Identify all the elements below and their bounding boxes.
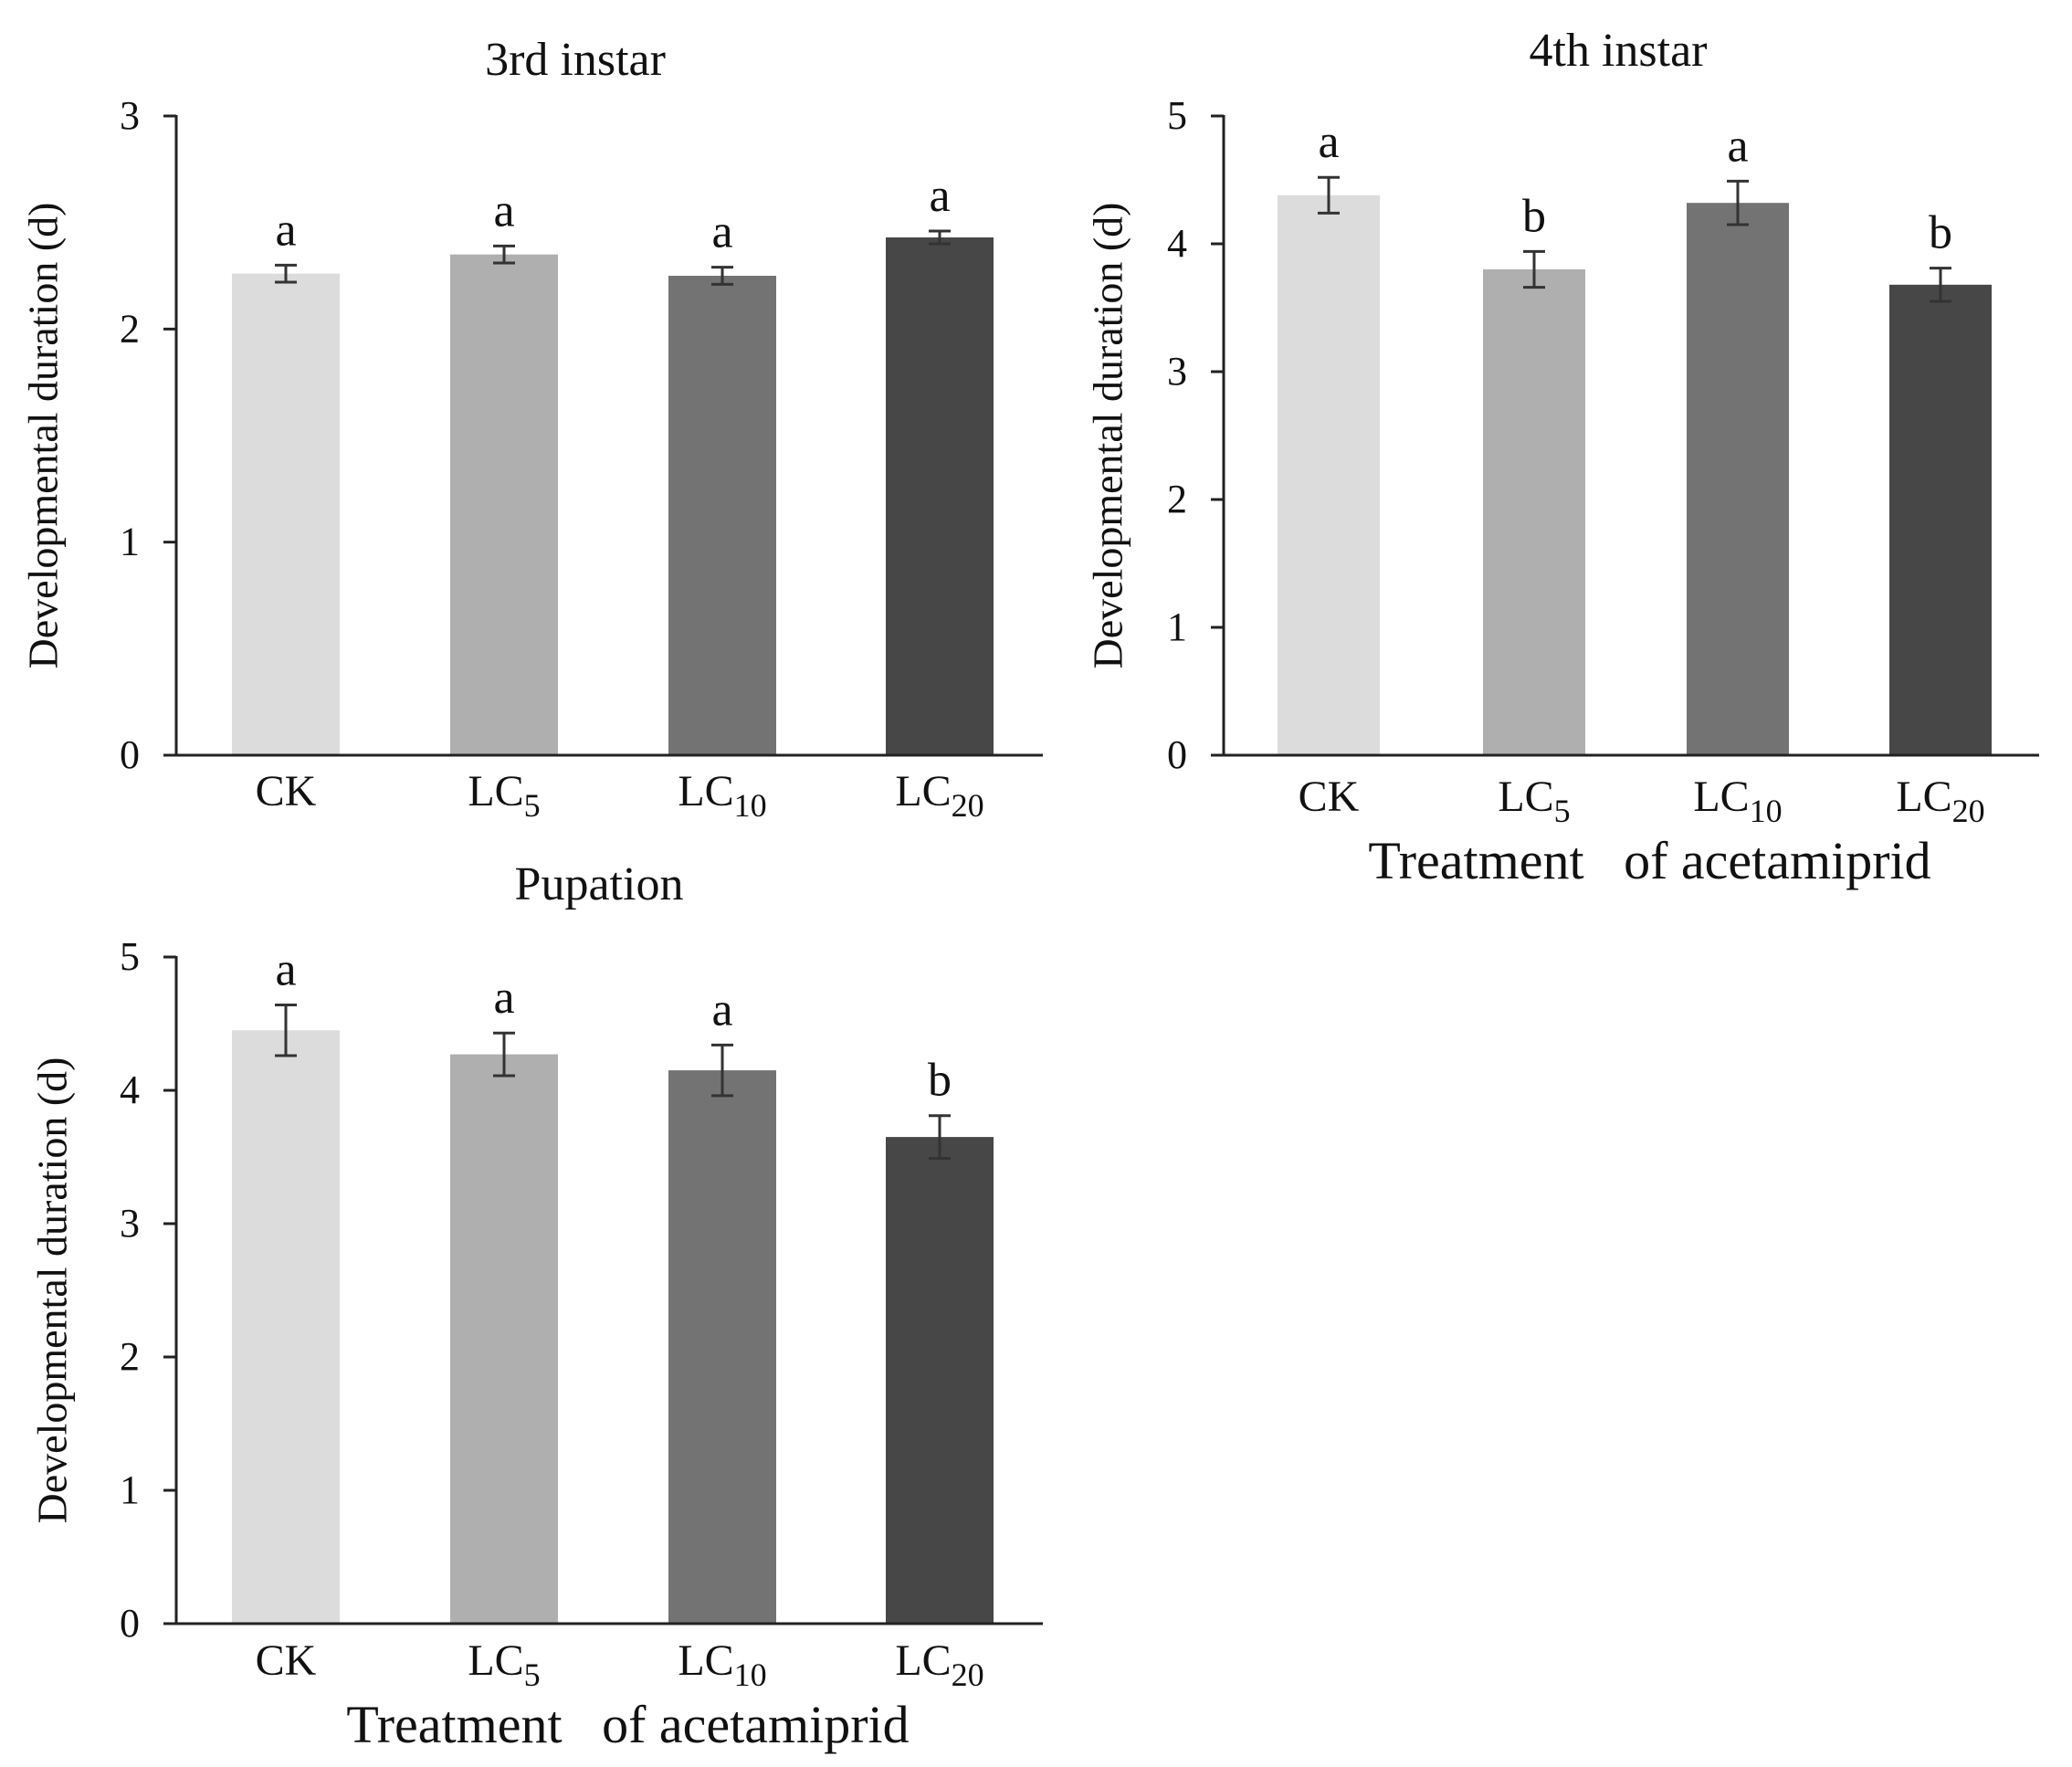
x-category-label: LC20 [1896,773,1984,829]
x-category-label: LC5 [468,767,540,824]
y-tick-label: 3 [1167,349,1187,394]
error-bar [493,244,515,265]
chart-3rd-instar: 3rd instar Developmental duration (d) 0 1 2 3… [20,34,1043,824]
x-category-label: LC5 [1498,773,1570,829]
significance-letter: a [275,204,296,256]
y-tick-label: 1 [120,520,140,564]
x-category-label: CK [256,767,317,815]
error-bar [929,1114,951,1160]
significance-letter: a [493,972,514,1024]
bar-lc10 [668,1070,776,1624]
error-bar [929,229,951,246]
significance-letter: a [711,206,732,258]
bar-lc5 [450,254,558,756]
x-category-label: CK [1299,773,1360,821]
bar-lc20 [1889,284,1992,755]
bar-ck [232,1030,340,1624]
y-tick-label: 1 [120,1467,140,1512]
bar-ck [1278,195,1380,756]
significance-letter: b [1522,190,1546,242]
y-axis-title: Developmental duration (d) [20,203,67,669]
y-tick-label: 2 [1167,477,1187,521]
y-tick-label: 3 [120,1201,140,1246]
significance-letter: a [929,170,950,222]
y-axis-title: Developmental duration (d) [29,1057,76,1524]
error-bar [1727,179,1749,226]
significance-letter: a [493,184,514,237]
y-tick-label: 2 [120,1334,140,1379]
significance-letter: a [275,944,296,996]
x-category-label: LC20 [895,1636,983,1693]
y-tick-label: 5 [1167,93,1187,138]
error-bar [711,1043,733,1098]
y-tick-label: 0 [120,1601,140,1646]
x-category-label: LC20 [895,767,983,824]
significance-letter: b [928,1055,952,1107]
y-tick-label: 0 [1167,732,1187,777]
error-bar [275,263,297,284]
x-category-label: LC10 [678,1636,766,1693]
chart-title: 3rd instar [485,34,666,86]
bar-lc20 [886,237,994,755]
bar-lc10 [1687,203,1789,755]
chart-title: Pupation [515,858,684,910]
chart-4th-instar: 4th instar Developmental duration (d) 0 1 2 3… [1085,25,2039,890]
y-tick-label: 4 [1167,221,1187,266]
error-bar [275,1004,297,1057]
y-tick-label: 2 [120,306,140,351]
error-bar [1318,175,1340,215]
x-category-label: CK [256,1636,317,1685]
error-bar [493,1031,515,1078]
bar-lc5 [1483,269,1585,755]
x-category-label: LC10 [1693,773,1782,829]
significance-letter: a [1727,120,1748,172]
x-category-label: LC10 [678,767,766,824]
chart-pupation: Pupation Developmental duration (d) 0 1 2 3 4 5… [29,858,1043,1754]
x-category-label: LC5 [468,1636,540,1693]
error-bar [1930,267,1951,303]
significance-letter: b [1929,207,1952,259]
error-bar [711,266,733,286]
y-tick-label: 1 [1167,605,1187,649]
significance-letter: a [711,983,732,1036]
y-tick-label: 5 [120,934,140,979]
bar-lc10 [668,276,776,755]
y-tick-label: 0 [120,732,140,777]
significance-letter: a [1318,116,1339,168]
bar-lc20 [886,1137,994,1624]
bar-ck [232,273,340,756]
bar-lc5 [450,1054,558,1624]
chart-title: 4th instar [1530,25,1708,77]
y-tick-label: 4 [120,1068,140,1112]
y-axis-title: Developmental duration (d) [1085,203,1131,669]
y-tick-label: 3 [120,93,140,138]
error-bar [1523,249,1545,289]
x-axis-title: Treatment of acetamiprid [1368,831,1930,890]
x-axis-title: Treatment of acetamiprid [346,1695,909,1754]
